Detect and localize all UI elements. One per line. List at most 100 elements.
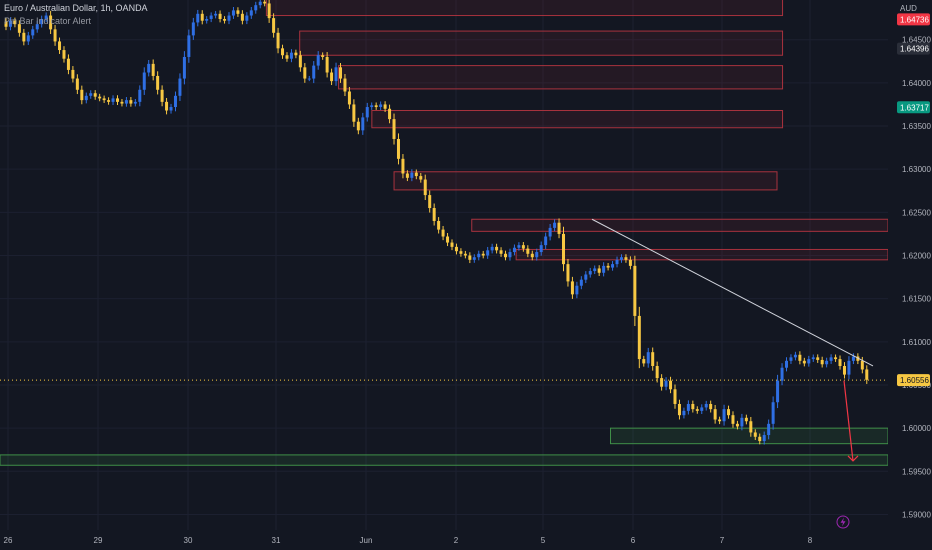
candle-body xyxy=(802,360,806,364)
candle-body xyxy=(347,91,351,105)
zones xyxy=(0,0,889,466)
candle-body xyxy=(762,435,766,442)
candle-body xyxy=(151,63,155,76)
candle-body xyxy=(334,67,338,82)
candle-body xyxy=(8,20,12,27)
candle-body xyxy=(298,55,302,68)
candle-body xyxy=(477,253,481,258)
supply-zone xyxy=(471,218,889,232)
price-badge xyxy=(897,101,930,114)
price-badge xyxy=(897,13,930,26)
candle-body xyxy=(84,95,88,101)
y-tick-label: 1.63000 xyxy=(902,165,931,174)
candle-body xyxy=(107,100,111,102)
candle-body xyxy=(352,104,356,122)
candle-body xyxy=(379,104,383,108)
demand-zone xyxy=(0,454,889,466)
x-tick-label: 7 xyxy=(720,536,725,545)
candle-body xyxy=(450,242,454,247)
candle-body xyxy=(383,104,387,109)
candle-body xyxy=(838,359,842,366)
candle-body xyxy=(789,357,793,361)
candle-body xyxy=(98,96,102,99)
candle-body xyxy=(713,409,717,420)
grid xyxy=(0,0,888,530)
x-tick-label: 29 xyxy=(94,536,103,545)
candle-body xyxy=(820,359,824,365)
y-tick-label: 1.60000 xyxy=(902,424,931,433)
candle-body xyxy=(584,274,588,280)
candle-body xyxy=(392,119,396,139)
candle-body xyxy=(472,257,476,260)
y-axis: 1.64500 1.64000 1.63500 1.63000 1.62500 1.620… xyxy=(897,13,931,519)
candle-body xyxy=(606,265,610,268)
candle-body xyxy=(771,402,775,424)
candle-body xyxy=(330,72,334,82)
candle-body xyxy=(570,281,574,295)
candle-body xyxy=(75,78,79,90)
candle-body xyxy=(686,403,690,411)
candle-body xyxy=(147,63,151,73)
candle-body xyxy=(31,29,35,36)
candle-body xyxy=(856,356,860,361)
candles xyxy=(4,0,869,445)
candle-body xyxy=(169,107,173,111)
candle-body xyxy=(35,24,39,30)
x-tick-label: 26 xyxy=(4,536,13,545)
candle-body xyxy=(419,176,423,180)
candle-body xyxy=(508,252,512,258)
candle-body xyxy=(865,369,869,380)
x-tick-label: 5 xyxy=(541,536,546,545)
candle-body xyxy=(227,15,231,21)
candle-body xyxy=(231,10,235,16)
candle-body xyxy=(276,32,280,49)
candle-body xyxy=(454,246,458,252)
candle-body xyxy=(535,252,539,258)
candle-body xyxy=(615,259,619,265)
candle-body xyxy=(303,67,307,79)
candle-body xyxy=(388,108,392,120)
candle-body xyxy=(521,245,525,249)
candle-body xyxy=(553,222,557,228)
candle-body xyxy=(579,279,583,286)
candle-body xyxy=(26,35,30,42)
candle-body xyxy=(325,56,329,73)
candle-body xyxy=(860,360,864,370)
candle-body xyxy=(53,29,57,42)
candle-body xyxy=(196,13,200,23)
candle-body xyxy=(356,121,360,131)
x-tick-label: 31 xyxy=(272,536,281,545)
candle-body xyxy=(138,89,142,102)
candle-body xyxy=(17,24,21,33)
candle-body xyxy=(847,360,851,375)
candle-body xyxy=(294,52,298,56)
candle-body xyxy=(405,173,409,178)
candle-body xyxy=(619,257,623,260)
chart-title: Euro / Australian Dollar, 1h, OANDA xyxy=(4,3,148,13)
supply-zone xyxy=(371,109,784,129)
candle-body xyxy=(365,107,369,118)
candle-body xyxy=(13,20,17,25)
candle-body xyxy=(428,195,432,209)
candle-body xyxy=(566,264,570,282)
candle-body xyxy=(704,403,708,408)
candle-body xyxy=(423,179,427,196)
candle-body xyxy=(102,98,106,101)
candle-body xyxy=(370,105,374,108)
drawings xyxy=(0,218,888,462)
candle-body xyxy=(165,101,169,111)
price-badge xyxy=(897,42,930,55)
indicator-label: Pin Bar Indicator Alert xyxy=(4,16,92,26)
candle-body xyxy=(624,257,628,260)
candle-body xyxy=(834,357,838,360)
candle-body xyxy=(793,354,797,358)
candle-body xyxy=(205,18,209,21)
candle-body xyxy=(682,410,686,416)
lightning-icon[interactable] xyxy=(836,515,850,529)
candle-body xyxy=(120,101,124,104)
candle-body xyxy=(669,380,673,390)
candle-body xyxy=(245,15,249,21)
candle-body xyxy=(218,13,222,19)
